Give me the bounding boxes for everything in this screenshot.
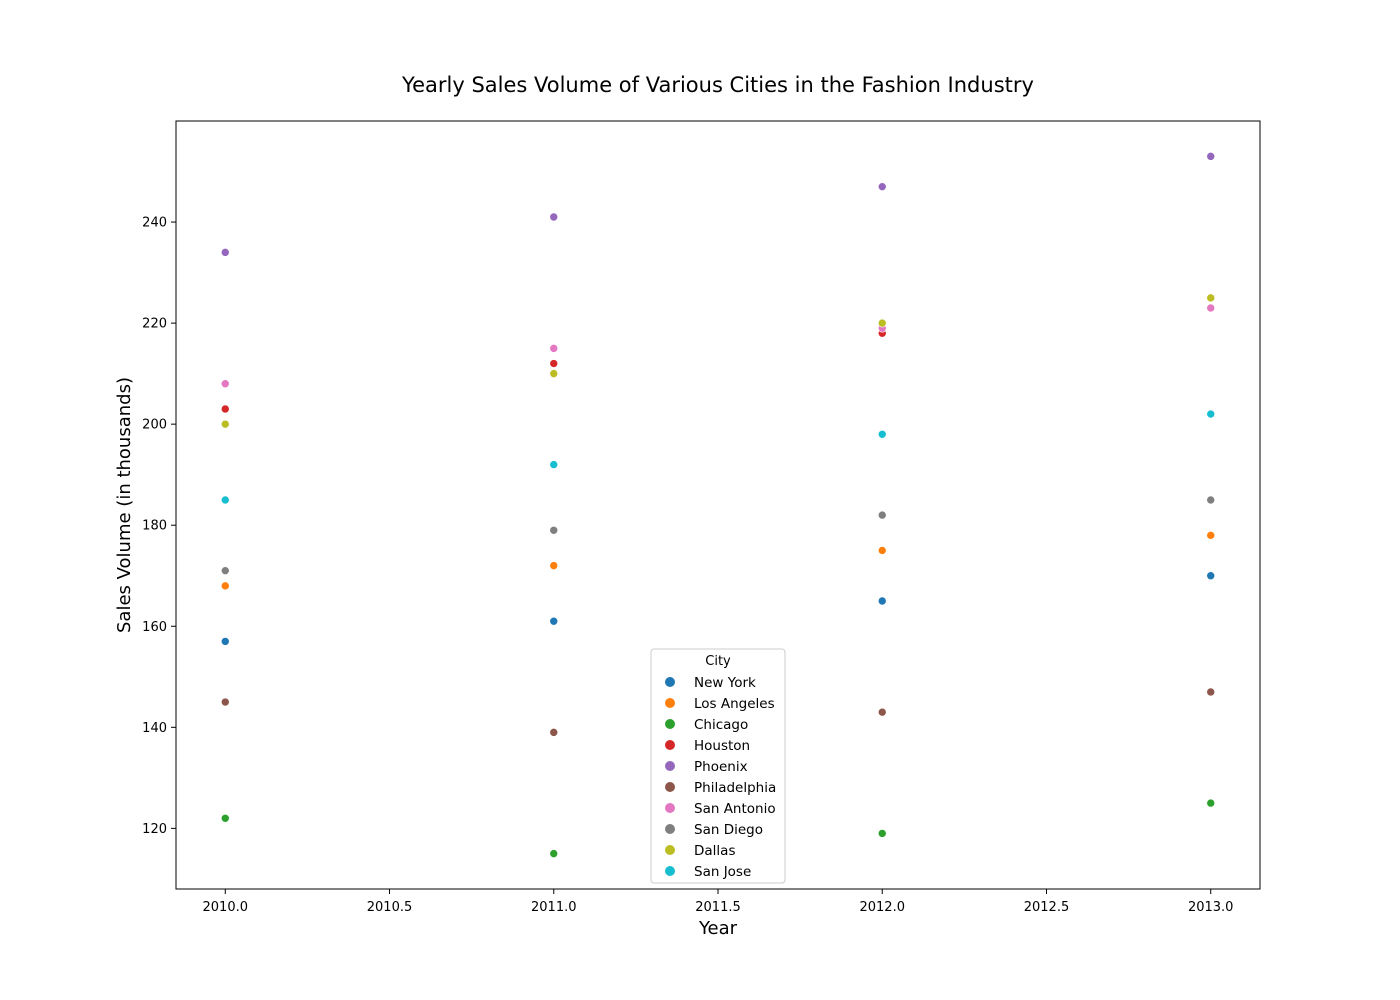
data-point — [877, 429, 887, 439]
legend-marker — [665, 719, 675, 729]
data-point — [220, 379, 230, 389]
data-point — [549, 344, 559, 353]
data-point — [1206, 571, 1216, 581]
series-san-jose — [220, 409, 1216, 505]
data-point — [220, 581, 230, 591]
data-point — [1206, 687, 1216, 697]
legend-label: San Diego — [694, 822, 763, 838]
data-point — [549, 616, 559, 626]
x-tick-label: 2010.0 — [203, 900, 249, 915]
data-point — [220, 248, 230, 257]
chart-title: Yearly Sales Volume of Various Cities in… — [401, 73, 1034, 97]
data-point — [877, 546, 887, 555]
x-tick-label: 2011.0 — [531, 900, 577, 915]
data-point — [1206, 495, 1216, 505]
data-point — [549, 212, 559, 222]
data-point — [877, 182, 887, 191]
series-dallas — [220, 293, 1216, 429]
data-point — [549, 561, 559, 570]
data-point — [220, 404, 230, 414]
legend-marker — [665, 698, 675, 708]
data-point — [220, 419, 230, 429]
y-tick-label: 220 — [142, 317, 167, 332]
data-point — [1206, 798, 1216, 808]
data-point — [877, 318, 887, 328]
legend-label: New York — [694, 675, 756, 691]
data-point — [1206, 303, 1216, 313]
data-point — [877, 510, 887, 520]
data-points — [220, 152, 1216, 858]
legend-title: City — [705, 654, 731, 669]
data-point — [1206, 152, 1216, 161]
data-point — [549, 728, 559, 737]
y-tick-label: 240 — [142, 216, 167, 231]
data-point — [877, 707, 887, 717]
series-san-diego — [220, 495, 1216, 575]
legend-label: Phoenix — [694, 759, 748, 775]
x-axis: 2010.0 2010.5 2011.0 2011.5 2012.0 2012.5 2013… — [203, 889, 1234, 915]
y-tick-label: 140 — [142, 721, 167, 736]
data-point — [220, 637, 230, 646]
legend-marker — [665, 845, 675, 855]
data-point — [877, 596, 887, 606]
data-point — [1206, 531, 1216, 540]
legend-marker — [665, 824, 675, 834]
x-tick-label: 2010.5 — [367, 900, 413, 915]
series-los-angeles — [220, 531, 1216, 591]
series-philadelphia — [220, 687, 1216, 737]
x-axis-label: Year — [698, 918, 738, 939]
x-tick-label: 2011.5 — [695, 900, 741, 915]
y-axis-label: Sales Volume (in thousands) — [114, 377, 135, 633]
series-new-york — [220, 571, 1216, 646]
y-tick-label: 200 — [142, 418, 167, 433]
data-point — [220, 697, 230, 707]
series-phoenix — [220, 152, 1216, 257]
data-point — [549, 525, 559, 535]
legend-marker — [665, 677, 675, 687]
legend-label: Los Angeles — [694, 696, 775, 712]
data-point — [220, 495, 230, 505]
y-tick-label: 120 — [142, 822, 167, 837]
series-san-antonio — [220, 303, 1216, 389]
legend: City New York Los Angeles Chicago Houston Ph… — [650, 648, 786, 884]
legend-marker — [665, 782, 675, 792]
data-point — [549, 369, 559, 378]
data-point — [877, 829, 887, 838]
legend-entries: New York Los Angeles Chicago Houston Phoenix… — [665, 675, 776, 880]
y-axis: 120 140 160 180 200 220 240 — [142, 216, 176, 837]
legend-label: San Jose — [694, 864, 751, 880]
x-tick-label: 2013.0 — [1188, 900, 1234, 915]
data-point — [549, 849, 559, 858]
data-point — [220, 566, 230, 575]
series-chicago — [220, 798, 1216, 858]
data-point — [549, 359, 559, 368]
legend-label: Houston — [694, 738, 750, 754]
data-point — [220, 813, 230, 823]
data-point — [549, 460, 559, 469]
legend-box — [650, 648, 786, 884]
legend-label: Chicago — [694, 717, 748, 733]
x-tick-label: 2012.5 — [1024, 900, 1070, 915]
legend-label: San Antonio — [694, 801, 776, 817]
y-tick-label: 160 — [142, 620, 167, 635]
legend-marker — [665, 740, 675, 750]
legend-label: Dallas — [694, 843, 735, 859]
y-tick-label: 180 — [142, 519, 167, 534]
data-point — [1206, 409, 1216, 419]
legend-label: Philadelphia — [694, 780, 776, 796]
legend-marker — [665, 761, 675, 771]
legend-marker — [665, 866, 675, 876]
data-point — [1206, 293, 1216, 303]
x-tick-label: 2012.0 — [859, 900, 905, 915]
legend-marker — [665, 803, 675, 813]
